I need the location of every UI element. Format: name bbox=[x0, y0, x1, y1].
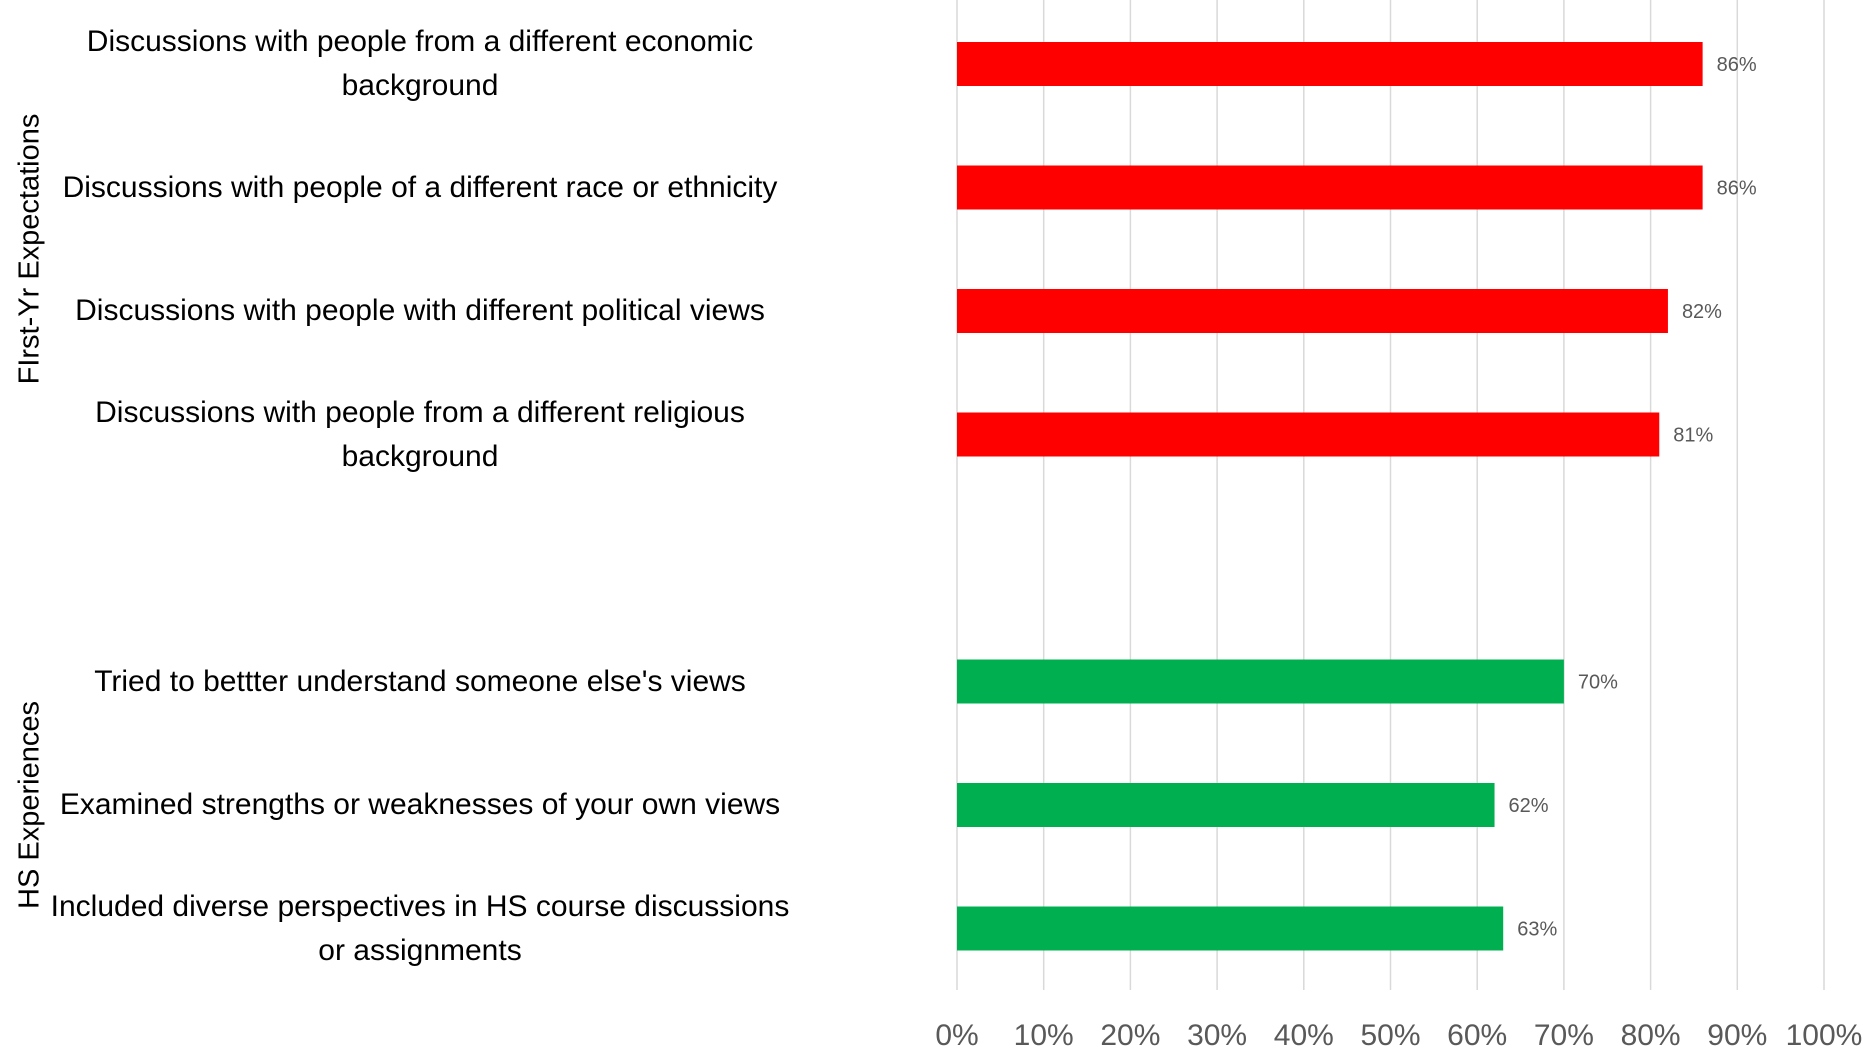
bar bbox=[957, 906, 1504, 951]
x-tick-label: 10% bbox=[1014, 1019, 1074, 1052]
data-label: 70% bbox=[1578, 672, 1618, 694]
bar bbox=[957, 289, 1668, 333]
data-label: 82% bbox=[1682, 301, 1722, 323]
x-tick-label: 40% bbox=[1274, 1019, 1334, 1052]
x-tick-label: 30% bbox=[1187, 1019, 1247, 1052]
data-label: 81% bbox=[1673, 425, 1713, 447]
bar bbox=[957, 659, 1564, 704]
x-tick-label: 0% bbox=[935, 1019, 978, 1052]
x-tick-label: 80% bbox=[1621, 1019, 1681, 1052]
category-label: Discussions with people from a different… bbox=[86, 25, 754, 102]
x-tick-label: 100% bbox=[1786, 1019, 1863, 1052]
x-tick-label: 50% bbox=[1360, 1019, 1420, 1052]
bar bbox=[957, 42, 1703, 86]
data-label: 62% bbox=[1509, 795, 1549, 817]
category-label: Examined strengths or weaknesses of your… bbox=[59, 788, 781, 821]
category-label: Included diverse perspectives in HS cour… bbox=[50, 889, 790, 967]
category-label: Discussions with people of a different r… bbox=[62, 170, 778, 204]
bar bbox=[957, 165, 1703, 210]
x-tick-label: 20% bbox=[1100, 1019, 1160, 1052]
category-label: Tried to bettter understand someone else… bbox=[94, 664, 746, 698]
x-tick-label: 60% bbox=[1447, 1019, 1507, 1052]
x-tick-label: 70% bbox=[1534, 1019, 1594, 1052]
group-label: HS Experiences bbox=[13, 701, 46, 909]
bar bbox=[957, 412, 1660, 457]
category-label: Discussions with people from a different… bbox=[95, 395, 745, 473]
data-label: 86% bbox=[1717, 54, 1757, 76]
data-label: 86% bbox=[1717, 178, 1757, 200]
category-label: Discussions with people with different p… bbox=[75, 294, 765, 327]
bar bbox=[957, 783, 1495, 827]
group-label: FIrst-Yr Expectations bbox=[13, 113, 46, 385]
data-label: 63% bbox=[1517, 919, 1557, 941]
x-tick-label: 90% bbox=[1707, 1019, 1767, 1052]
